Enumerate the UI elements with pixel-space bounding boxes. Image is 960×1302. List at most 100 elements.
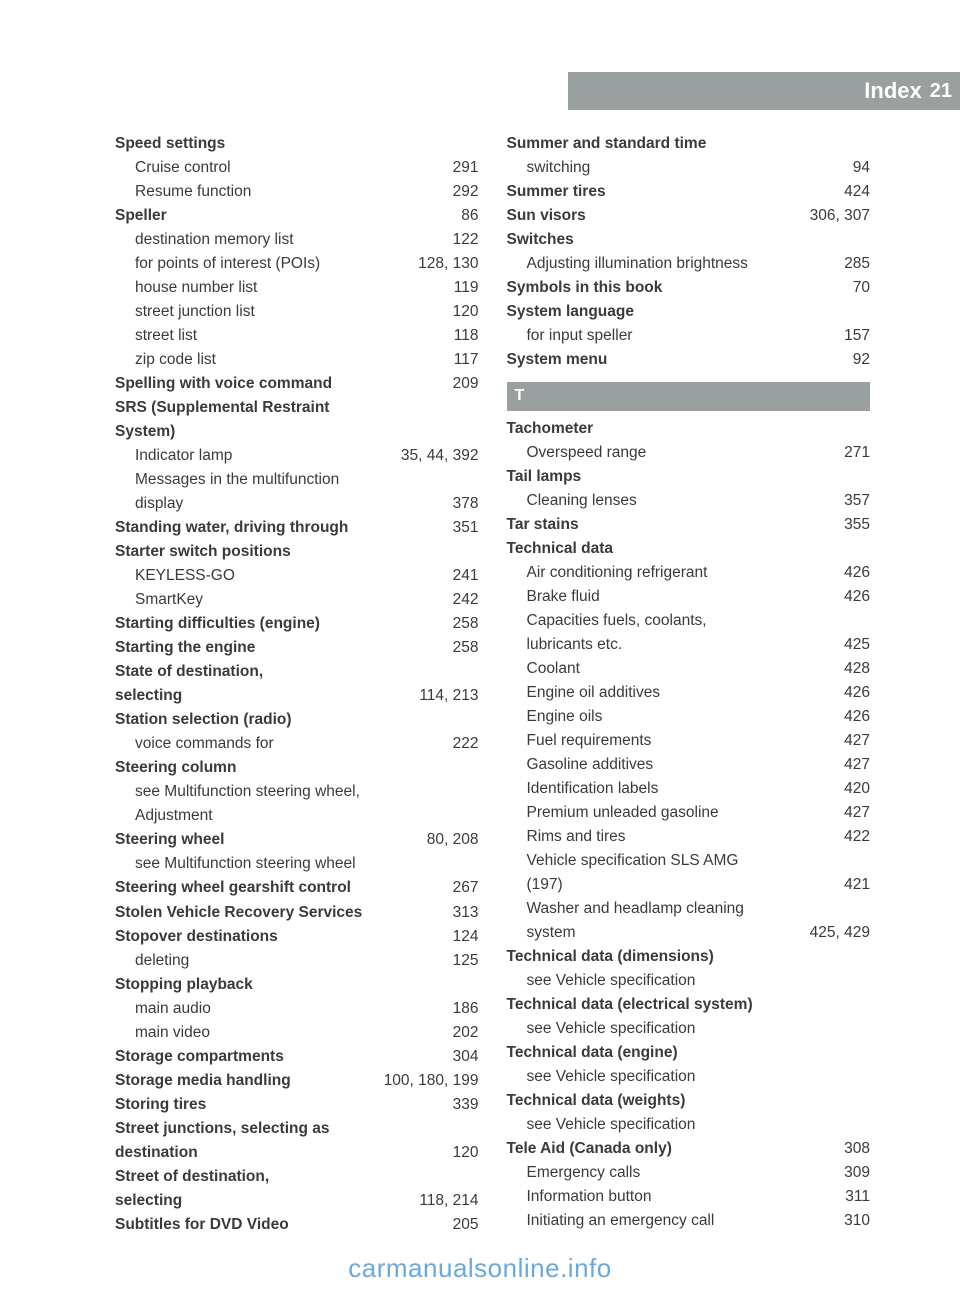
index-label: Standing water, driving through: [115, 516, 348, 540]
index-label: Speller: [115, 204, 167, 228]
index-sub-entry: Cruise control 291: [115, 156, 479, 180]
index-label: Initiating an emergency call: [527, 1209, 715, 1233]
index-label: Starting difficulties (engine): [115, 612, 320, 636]
index-label: for points of interest (POIs): [135, 252, 320, 276]
index-page: 427: [836, 753, 870, 777]
index-page: 308: [836, 1137, 870, 1161]
index-page: 310: [836, 1209, 870, 1233]
index-heading: System): [115, 420, 479, 444]
index-heading: Technical data (engine): [507, 1041, 871, 1065]
index-label: Stolen Vehicle Recovery Services: [115, 901, 362, 925]
index-label: system: [527, 921, 576, 945]
index-sub-entry: Premium unleaded gasoline 427: [507, 801, 871, 825]
index-sub-entry: (197) 421: [507, 873, 871, 897]
index-label: Storing tires: [115, 1093, 206, 1117]
index-page: 355: [836, 513, 870, 537]
index-entry: Standing water, driving through 351: [115, 516, 479, 540]
index-entry: Steering wheel gearshift control 267: [115, 876, 479, 900]
index-label: Emergency calls: [527, 1161, 641, 1185]
index-sub-entry: destination memory list122: [115, 228, 479, 252]
index-label: Engine oil additives: [527, 681, 661, 705]
index-heading: Technical data: [507, 537, 871, 561]
index-page: 311: [836, 1185, 870, 1209]
index-sub-entry: system425, 429: [507, 921, 871, 945]
index-label: Gasoline additives: [527, 753, 654, 777]
index-label: street junction list: [135, 300, 255, 324]
index-page: 351: [445, 516, 479, 540]
index-see-reference: Adjustment: [115, 804, 479, 828]
index-entry: Stolen Vehicle Recovery Services313: [115, 901, 479, 925]
index-page: 124: [445, 925, 479, 949]
index-column-left: Speed settingsCruise control 291 Resume fu…: [115, 132, 479, 1232]
index-label: for input speller: [527, 324, 633, 348]
index-label: Spelling with voice command: [115, 372, 332, 396]
index-label: destination: [115, 1141, 198, 1165]
index-sub-entry: Gasoline additives 427: [507, 753, 871, 777]
index-sub-entry: main video202: [115, 1021, 479, 1045]
index-page: 428: [836, 657, 870, 681]
index-page: 117: [445, 348, 479, 372]
index-entry: Summer tires424: [507, 180, 871, 204]
index-heading: Street junctions, selecting as: [115, 1117, 479, 1141]
index-sub-entry: Fuel requirements 427: [507, 729, 871, 753]
index-label: Storage media handling: [115, 1069, 291, 1093]
index-page: 425: [836, 633, 870, 657]
index-page: 422: [836, 825, 870, 849]
index-label: Steering wheel: [115, 828, 224, 852]
index-sub-entry: SmartKey242: [115, 588, 479, 612]
index-label: Fuel requirements: [527, 729, 652, 753]
index-see-reference: see Vehicle specification: [507, 1113, 871, 1137]
index-sub-entry: Coolant428: [507, 657, 871, 681]
index-page: 291: [445, 156, 479, 180]
index-label: Summer tires: [507, 180, 606, 204]
index-label: Resume function: [135, 180, 251, 204]
index-page: 70: [836, 276, 870, 300]
index-page: 421: [836, 873, 870, 897]
index-label: Premium unleaded gasoline: [527, 801, 719, 825]
header-title: Index: [864, 78, 921, 104]
index-sub-entry: Emergency calls309: [507, 1161, 871, 1185]
index-page: 306, 307: [810, 204, 870, 228]
index-page: 205: [445, 1213, 479, 1237]
index-sub-entry: Engine oil additives 426: [507, 681, 871, 705]
index-label: Subtitles for DVD Video: [115, 1213, 289, 1237]
index-label: main audio: [135, 997, 211, 1021]
index-entry: Storage compartments304: [115, 1045, 479, 1069]
index-page: 267: [445, 876, 479, 900]
index-entry: Storage media handling 100, 180, 199: [115, 1069, 479, 1093]
index-label: Identification labels: [527, 777, 659, 801]
index-page: 125: [445, 949, 479, 973]
index-heading: Speed settings: [115, 132, 479, 156]
index-sub-entry: street list118: [115, 324, 479, 348]
index-sub-entry: main audio186: [115, 997, 479, 1021]
index-label: main video: [135, 1021, 210, 1045]
index-page: 357: [836, 489, 870, 513]
index-page: 426: [836, 681, 870, 705]
index-page: 128, 130: [418, 252, 478, 276]
index-page: 378: [445, 492, 479, 516]
index-label: lubricants etc.: [527, 633, 623, 657]
index-heading: SRS (Supplemental Restraint: [115, 396, 479, 420]
index-label: Steering wheel gearshift control: [115, 876, 351, 900]
index-label: zip code list: [135, 348, 216, 372]
index-label: (197): [527, 873, 563, 897]
index-see-reference: see Vehicle specification: [507, 1017, 871, 1041]
index-sub-entry: switching94: [507, 156, 871, 180]
index-sub-entry: Adjusting illumination brightness285: [507, 252, 871, 276]
index-page: 339: [445, 1093, 479, 1117]
index-page: 427: [836, 729, 870, 753]
index-sub-entry: for input speller157: [507, 324, 871, 348]
index-label: Stopover destinations: [115, 925, 278, 949]
index-label: Cruise control: [135, 156, 231, 180]
index-see-reference: see Multifunction steering wheel: [115, 852, 479, 876]
index-entry: selecting114, 213: [115, 684, 479, 708]
index-heading: Station selection (radio): [115, 708, 479, 732]
index-entry: Steering wheel80, 208: [115, 828, 479, 852]
index-heading: Tachometer: [507, 417, 871, 441]
index-page: 242: [445, 588, 479, 612]
index-page: 100, 180, 199: [384, 1069, 479, 1093]
index-page: 420: [836, 777, 870, 801]
index-heading: Steering column: [115, 756, 479, 780]
index-page: 427: [836, 801, 870, 825]
index-label: selecting: [115, 1189, 182, 1213]
